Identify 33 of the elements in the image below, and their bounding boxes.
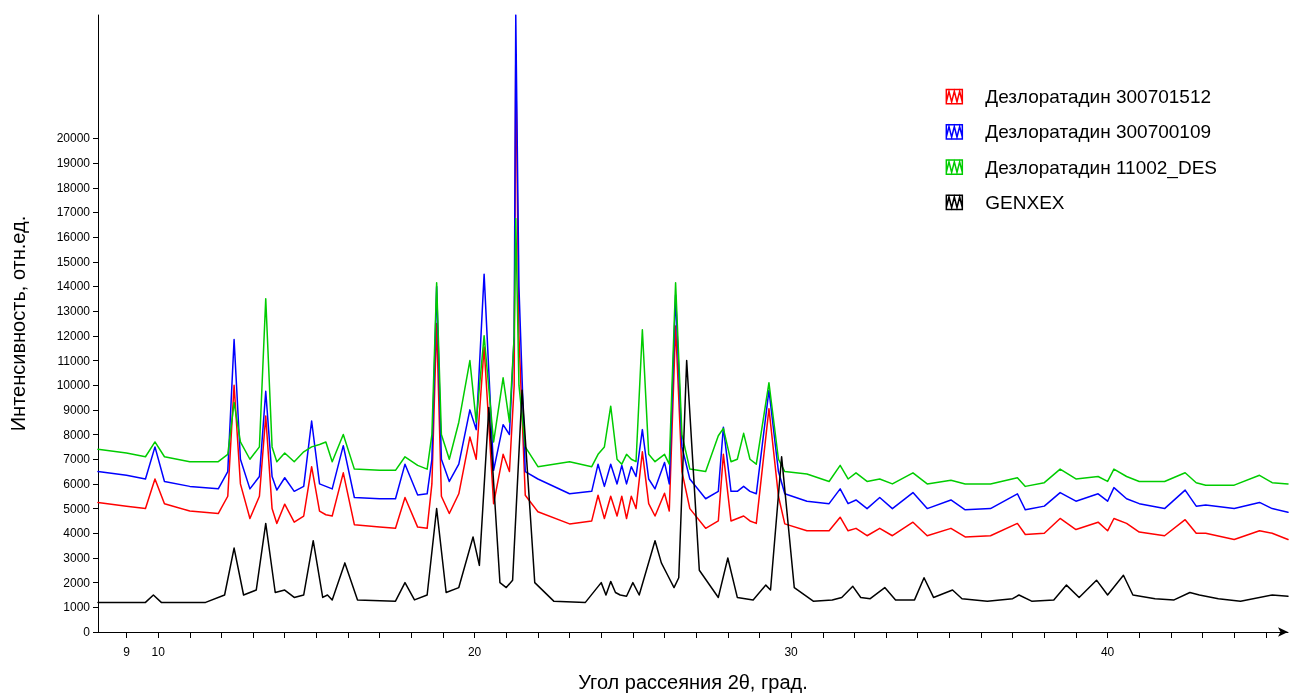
y-tick-label: 5000 [63, 501, 91, 516]
y-tick-label: 0 [83, 625, 91, 639]
y-tick-label: 10000 [56, 378, 91, 393]
line-series [97, 217, 1289, 488]
y-tick-label: 4000 [63, 526, 91, 541]
legend-label: Дезлоратадин 11002_DES [985, 156, 1217, 179]
y-tick-label: 19000 [56, 156, 91, 171]
y-tick-label: 1000 [63, 600, 91, 615]
y-axis-title: Интенсивность, отн.ед. [7, 215, 29, 432]
y-tick-label: 13000 [56, 304, 91, 319]
y-tick-label: 20000 [56, 131, 91, 146]
x-tick-label: 20 [467, 645, 482, 659]
legend-label: Дезлоратадин 300701512 [985, 86, 1212, 108]
y-tick-label: 17000 [56, 205, 91, 220]
y-tick-label: 14000 [56, 279, 91, 294]
y-tick-label: 6000 [63, 476, 91, 491]
x-tick-label: 9 [123, 645, 131, 659]
x-tick-label: 10 [151, 645, 166, 659]
y-tick-label: 2000 [63, 575, 91, 590]
y-tick-label: 11000 [57, 353, 91, 368]
y-tick-label: 8000 [63, 427, 91, 442]
y-tick-label: 18000 [56, 180, 91, 195]
x-axis-title: Угол рассеяния 2θ, град. [578, 671, 808, 693]
legend-label: GENXEX [985, 191, 1065, 213]
x-tick-label: 40 [1100, 645, 1115, 659]
x-tick-label: 30 [784, 645, 799, 659]
y-tick-label: 16000 [56, 230, 91, 245]
y-tick-label: 15000 [56, 254, 91, 269]
legend-label: Дезлоратадин 300700109 [985, 121, 1212, 143]
y-tick-label: 12000 [56, 328, 91, 343]
y-tick-label: 9000 [63, 402, 91, 417]
y-tick-label: 3000 [63, 550, 91, 565]
y-tick-label: 7000 [63, 452, 91, 467]
